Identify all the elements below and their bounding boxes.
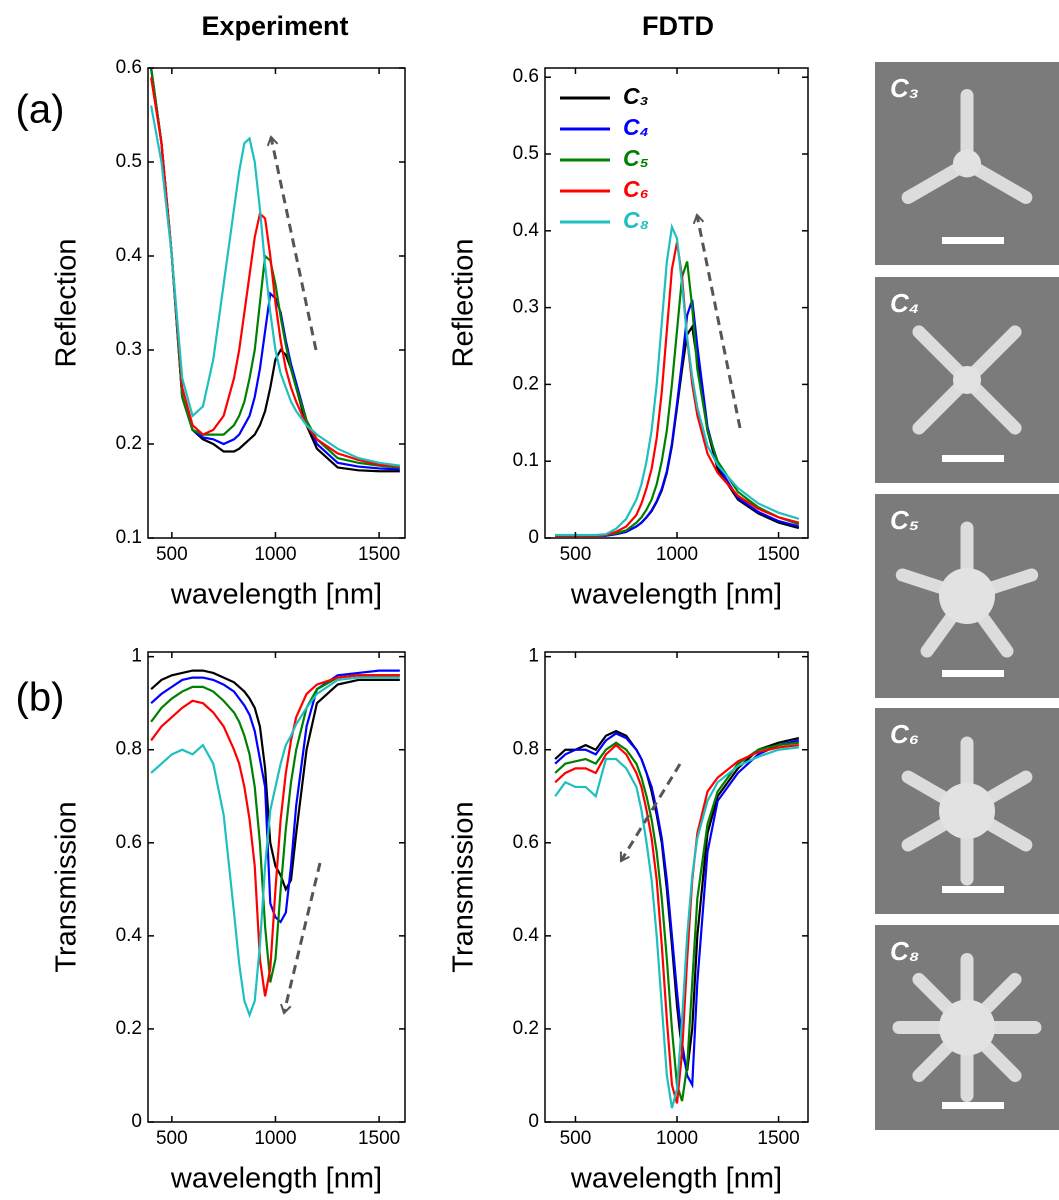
legend-label: C₈ — [623, 207, 649, 233]
trend-arrow — [619, 763, 682, 863]
nanostar-core — [939, 999, 995, 1056]
y-axis-label: Transmission — [51, 801, 83, 972]
image-label: C₃ — [890, 73, 919, 103]
data-line — [150, 669, 400, 924]
legend-label: C₃ — [623, 83, 649, 109]
y-tick-label: 0.4 — [513, 220, 540, 241]
plot-area — [150, 68, 400, 473]
data-line — [555, 242, 800, 537]
data-line — [554, 746, 799, 1109]
y-tick-label: 0.3 — [513, 297, 539, 318]
x-axis-label: wavelength [nm] — [170, 579, 382, 611]
data-line — [150, 674, 400, 997]
plot-area — [150, 669, 400, 1019]
y-tick-label: 0 — [528, 527, 539, 548]
x-axis-label: wavelength [nm] — [570, 1163, 782, 1195]
chart-title: FDTD — [642, 11, 714, 41]
axes-frame — [544, 67, 809, 539]
axes-frame — [147, 67, 406, 539]
x-axis-label: wavelength [nm] — [570, 579, 782, 611]
image-label: C₆ — [890, 719, 919, 749]
x-tick-label: 500 — [560, 544, 592, 565]
y-axis-label: Reflection — [51, 239, 83, 368]
data-line — [150, 674, 400, 983]
panel-label: (b) — [16, 676, 65, 720]
y-tick-label: 0.8 — [513, 739, 539, 760]
y-tick-label: 0.4 — [116, 925, 143, 946]
y-tick-label: 0 — [131, 1111, 142, 1132]
nanostar-core — [939, 568, 995, 624]
data-line — [554, 729, 800, 1072]
x-tick-label: 1000 — [656, 544, 698, 565]
y-tick-label: 0.6 — [513, 66, 539, 87]
x-tick-label: 1500 — [358, 1128, 400, 1149]
nanostar-core — [953, 149, 981, 178]
y-tick-label: 0.2 — [116, 433, 142, 454]
legend-label: C₄ — [623, 114, 649, 140]
axes-frame — [147, 651, 406, 1123]
x-tick-label: 500 — [156, 544, 188, 565]
y-tick-label: 0.5 — [513, 143, 539, 164]
x-tick-label: 1000 — [254, 1128, 296, 1149]
x-tick-label: 500 — [156, 1128, 188, 1149]
y-tick-label: 0.3 — [116, 339, 142, 360]
axes-frame — [544, 651, 809, 1123]
y-tick-label: 1 — [131, 646, 142, 667]
y-tick-label: 0.6 — [116, 832, 142, 853]
legend-label: C₆ — [623, 176, 649, 202]
y-axis-label: Reflection — [448, 239, 480, 368]
trend-arrow — [692, 213, 742, 429]
plot-area — [554, 729, 800, 1109]
image-label: C₈ — [890, 936, 919, 966]
x-tick-label: 1000 — [656, 1128, 698, 1149]
data-line — [150, 105, 400, 467]
nanostar-core — [939, 783, 995, 839]
scale-bar — [942, 1102, 1004, 1109]
legend-label: C₅ — [623, 145, 649, 171]
y-tick-label: 0.8 — [116, 739, 142, 760]
x-tick-label: 1000 — [254, 544, 296, 565]
y-tick-label: 0.5 — [116, 151, 142, 172]
data-line — [150, 77, 400, 468]
x-tick-label: 1500 — [757, 1128, 799, 1149]
data-line — [150, 669, 400, 892]
panel-label: (a) — [16, 88, 65, 132]
y-tick-label: 0.4 — [116, 245, 143, 266]
trend-arrow — [266, 135, 318, 351]
x-tick-label: 500 — [560, 1128, 592, 1149]
y-tick-label: 0.6 — [116, 57, 142, 78]
y-tick-label: 0.2 — [513, 373, 539, 394]
plot-area — [555, 223, 800, 537]
y-tick-label: 0.1 — [116, 527, 142, 548]
trend-arrow — [280, 862, 322, 1015]
y-tick-label: 0.2 — [513, 1018, 539, 1039]
x-tick-label: 1500 — [358, 544, 400, 565]
image-label: C₅ — [890, 505, 919, 535]
data-line — [554, 743, 799, 1104]
x-axis-label: wavelength [nm] — [170, 1163, 382, 1195]
y-tick-label: 1 — [528, 646, 539, 667]
y-tick-label: 0.1 — [513, 450, 539, 471]
scale-bar — [942, 237, 1004, 244]
data-line — [555, 223, 800, 537]
y-tick-label: 0.6 — [513, 832, 539, 853]
nanostar-core — [953, 366, 981, 394]
scale-bar — [942, 670, 1004, 677]
image-label: C₄ — [890, 288, 919, 318]
x-tick-label: 1500 — [757, 544, 799, 565]
scale-bar — [942, 455, 1004, 462]
scale-bar — [942, 886, 1004, 893]
data-line — [554, 741, 799, 1102]
data-line — [150, 676, 400, 1019]
y-tick-label: 0.2 — [116, 1018, 142, 1039]
y-axis-label: Transmission — [448, 801, 480, 972]
data-line — [554, 732, 800, 1089]
y-tick-label: 0 — [528, 1111, 539, 1132]
y-tick-label: 0.4 — [513, 925, 540, 946]
chart-title: Experiment — [201, 11, 348, 41]
